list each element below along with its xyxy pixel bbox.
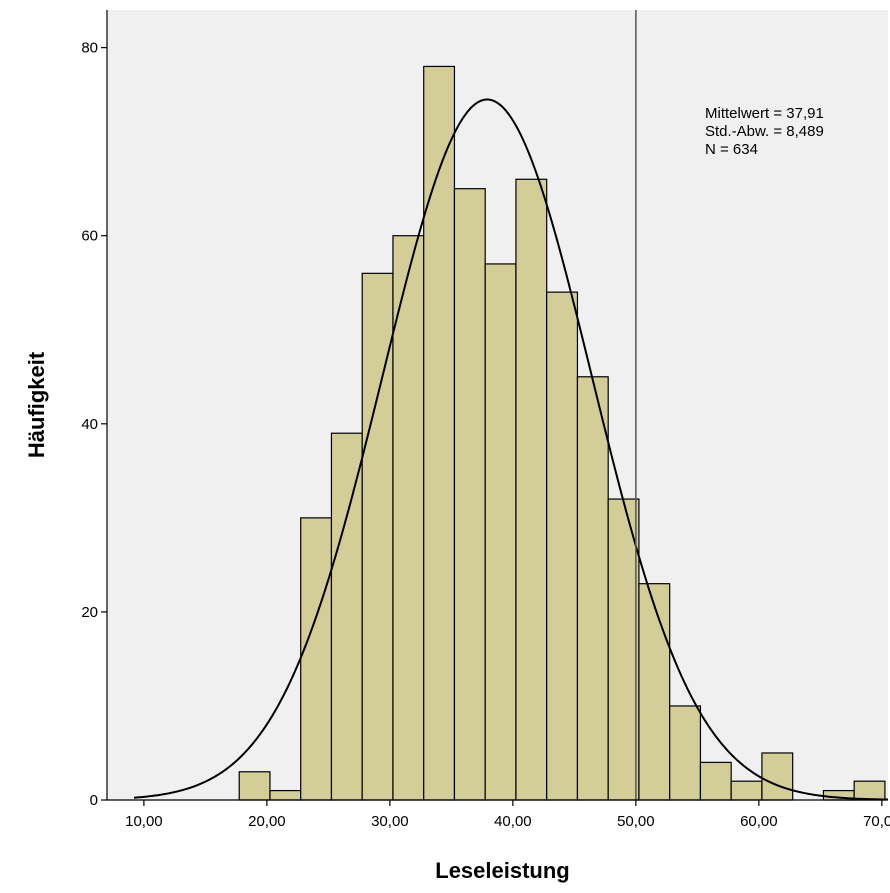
- y-tick-label: 20: [81, 604, 98, 621]
- histogram-bar: [300, 517, 333, 801]
- histogram-bar: [853, 780, 886, 801]
- histogram-bar: [730, 780, 763, 801]
- x-tick-label: 10,00: [125, 813, 163, 830]
- histogram-bar: [761, 752, 794, 801]
- x-tick-label: 60,00: [740, 813, 778, 830]
- histogram-bar: [330, 432, 363, 801]
- stats-annotation-line: Std.-Abw. = 8,489: [705, 123, 824, 140]
- y-tick-label: 40: [81, 416, 98, 433]
- normal-curve: [133, 98, 889, 801]
- histogram-bar: [238, 771, 271, 801]
- histogram-bar: [361, 272, 394, 801]
- x-tick-label: 70,00: [863, 813, 890, 830]
- x-tick-label: 30,00: [371, 813, 409, 830]
- histogram-bar: [546, 291, 579, 801]
- y-tick-label: 0: [90, 792, 98, 809]
- histogram-bar: [484, 263, 517, 801]
- histogram-bar: [269, 789, 302, 801]
- x-tick-label: 20,00: [248, 813, 286, 830]
- histogram-bar: [392, 235, 425, 801]
- histogram-bar: [638, 583, 671, 801]
- histogram-bar: [607, 498, 640, 801]
- x-axis-title: Leseleistung: [435, 858, 569, 883]
- stats-annotation-line: Mittelwert = 37,91: [705, 105, 824, 122]
- y-tick-label: 80: [81, 40, 98, 57]
- stats-annotation-line: N = 634: [705, 141, 758, 158]
- y-axis-title: Häufigkeit: [24, 351, 49, 458]
- histogram-bar: [669, 705, 702, 801]
- x-tick-label: 50,00: [617, 813, 655, 830]
- histogram-bar: [423, 65, 456, 801]
- histogram-bar: [699, 761, 732, 801]
- histogram-bar: [515, 178, 548, 801]
- histogram-bar: [576, 376, 609, 801]
- histogram-bar: [453, 188, 486, 801]
- x-tick-label: 40,00: [494, 813, 532, 830]
- y-tick-label: 60: [81, 228, 98, 245]
